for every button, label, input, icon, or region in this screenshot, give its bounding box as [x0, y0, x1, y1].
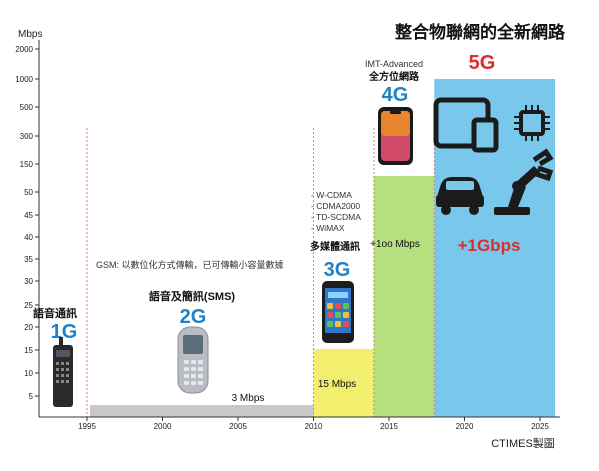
robot-arm-gripper	[532, 148, 554, 182]
feature-phone-key	[191, 367, 196, 371]
car-body	[436, 195, 484, 207]
gen-5g-speed: +1Gbps	[458, 236, 521, 255]
gen-4g-speed: +1oo Mbps	[370, 239, 420, 250]
feature-phone-key	[198, 367, 203, 371]
brick-phone-key	[61, 368, 64, 371]
y-tick-label: 10	[24, 369, 33, 378]
gen-5g-name: 5G	[469, 52, 496, 74]
y-tick-label: 40	[24, 233, 33, 242]
feature-phone-key	[184, 381, 189, 385]
gen-2g-note: GSM: 以數位化方式傳輸，已可傳輸小容量數據	[96, 259, 284, 270]
bar-2g	[90, 405, 314, 417]
y-axis-label: Mbps	[18, 29, 42, 40]
y-tick-label: 300	[20, 132, 34, 141]
bar-3g	[313, 349, 374, 417]
robot-arm-icon	[494, 207, 530, 215]
android-app-icon	[335, 321, 341, 327]
brick-phone-key	[56, 380, 59, 383]
brick-phone-key	[66, 362, 69, 365]
y-tick-label: 5	[29, 392, 34, 401]
brick-phone-key	[56, 362, 59, 365]
feature-phone-key	[191, 381, 196, 385]
source-label: CTIMES製圖	[491, 436, 555, 450]
x-tick-label: 1995	[78, 422, 96, 431]
feature-phone-key	[191, 374, 196, 378]
android-app-icon	[327, 303, 333, 309]
y-tick-label: 1000	[15, 75, 33, 84]
x-tick-label: 2015	[380, 422, 398, 431]
phone-icon	[471, 117, 499, 153]
x-tick-label: 2005	[229, 422, 247, 431]
y-tick-label: 20	[24, 323, 33, 332]
feature-phone-key	[184, 374, 189, 378]
y-tick-label: 35	[24, 255, 33, 264]
chip-icon	[519, 110, 545, 136]
feature-phone-key	[184, 360, 189, 364]
gen-4g-note: IMT-Advanced	[365, 59, 423, 69]
y-tick-label: 150	[20, 160, 34, 169]
gen-4g-name: 4G	[382, 84, 409, 106]
gen-3g-speed: 15 Mbps	[318, 379, 356, 390]
brick-phone-key	[61, 362, 64, 365]
x-tick-label: 2010	[305, 422, 323, 431]
gen-3g-note-line: - WiMAX	[311, 223, 345, 233]
android-app-icon	[335, 312, 341, 318]
car-wheel	[469, 205, 479, 215]
gen-1g-name: 1G	[51, 321, 78, 343]
iphone-wallpaper	[381, 111, 410, 136]
y-tick-label: 500	[20, 103, 34, 112]
y-tick-label: 50	[24, 188, 33, 197]
brick-phone-key	[66, 380, 69, 383]
x-tick-label: 2025	[531, 422, 549, 431]
car-window	[446, 181, 474, 190]
gen-3g-name: 3G	[324, 259, 351, 281]
y-tick-label: 30	[24, 277, 33, 286]
brick-phone-key	[61, 374, 64, 377]
brick-phone-key	[66, 368, 69, 371]
gen-1g-label: 語音通訊	[33, 306, 77, 320]
brick-phone-antenna	[59, 337, 63, 347]
x-tick-label: 2020	[456, 422, 474, 431]
android-app-icon	[343, 303, 349, 309]
gen-3g-note-line: - CDMA2000	[311, 201, 360, 211]
gen-3g-note-line: - TD-SCDMA	[311, 212, 361, 222]
brick-phone-key	[66, 374, 69, 377]
chart-title: 整合物聯網的全新網路	[395, 22, 566, 42]
gen-2g-name: 2G	[180, 306, 207, 328]
brick-phone-key	[61, 380, 64, 383]
y-tick-label: 45	[24, 211, 33, 220]
bar-4g	[373, 176, 435, 417]
gen-2g-label: 語音及簡訊(SMS)	[149, 289, 235, 303]
gen-4g-label: 全方位網路	[368, 70, 420, 83]
android-app-icon	[335, 303, 341, 309]
android-app-icon	[327, 312, 333, 318]
feature-phone-screen	[183, 335, 203, 354]
iphone-notch	[390, 111, 401, 114]
gen-3g-note-line: - W-CDMA	[311, 190, 352, 200]
y-tick-label: 2000	[15, 45, 33, 54]
android-app-icon	[343, 321, 349, 327]
y-tick-label: 25	[24, 301, 33, 310]
gen-3g-label: 多媒體通訊	[310, 240, 360, 253]
y-tick-label: 15	[24, 346, 33, 355]
car-wheel	[441, 205, 451, 215]
feature-phone-key	[198, 381, 203, 385]
feature-phone-key	[184, 367, 189, 371]
android-phone-widget	[328, 292, 348, 298]
x-tick-label: 2000	[154, 422, 172, 431]
brick-phone-screen	[56, 350, 70, 357]
feature-phone-key	[198, 374, 203, 378]
feature-phone-key	[198, 360, 203, 364]
feature-phone-key	[191, 360, 196, 364]
brick-phone-key	[56, 368, 59, 371]
android-app-icon	[343, 312, 349, 318]
brick-phone-key	[56, 374, 59, 377]
robot-arm-joint	[512, 181, 522, 191]
android-app-icon	[327, 321, 333, 327]
gen-2g-speed: 3 Mbps	[232, 393, 265, 404]
